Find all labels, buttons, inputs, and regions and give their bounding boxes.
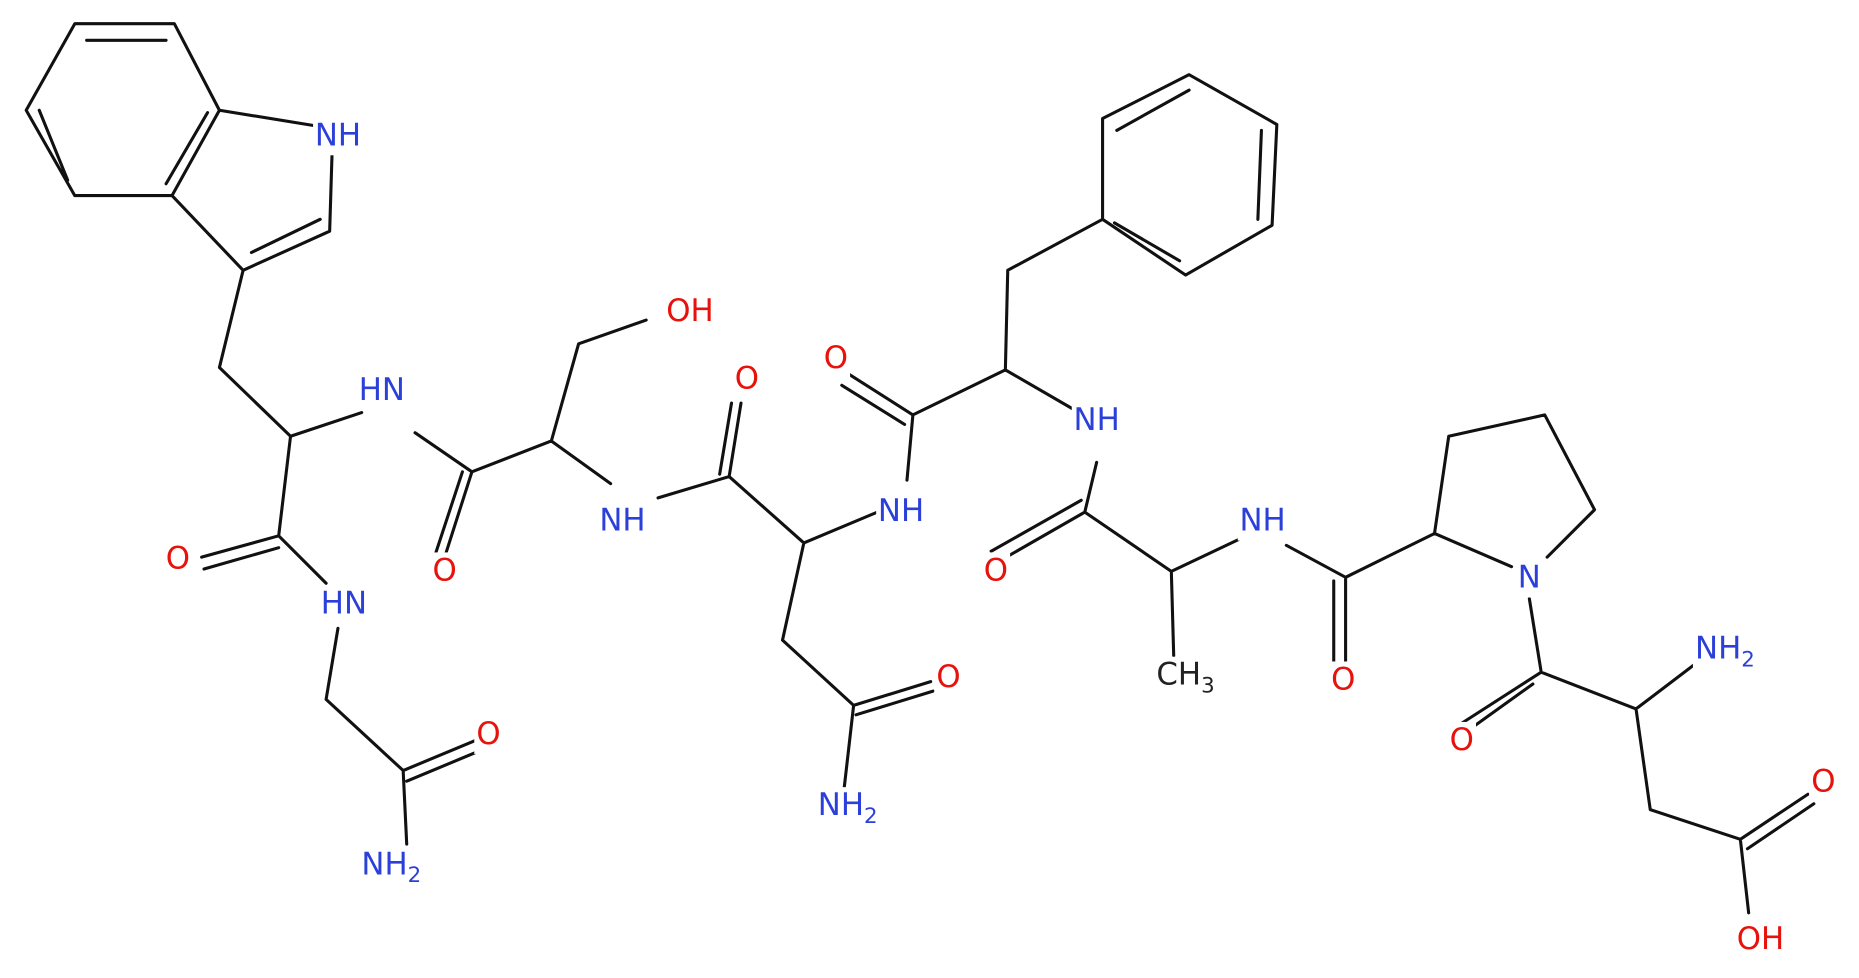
atom-label: NH <box>599 502 645 538</box>
label-background <box>430 552 459 591</box>
atom-label: O <box>936 659 960 695</box>
label-background <box>474 716 503 754</box>
label-background <box>163 540 193 579</box>
label-background <box>876 493 926 532</box>
atom-symbol: NH <box>599 502 645 538</box>
atom-symbol: O <box>1331 661 1355 697</box>
atom-symbol: O <box>984 552 1008 588</box>
label-background <box>359 846 424 885</box>
label-background <box>1071 401 1122 440</box>
atom-subscript: 3 <box>1201 673 1215 698</box>
atom-label: O <box>476 715 500 751</box>
label-background <box>934 659 963 698</box>
label-background <box>815 787 880 826</box>
atom-label: NH <box>1240 502 1286 538</box>
atom-label: HN <box>359 372 405 408</box>
atom-subscript: 2 <box>408 863 422 888</box>
atom-subscript: 2 <box>864 804 878 829</box>
label-background <box>821 340 851 379</box>
bonds <box>24 22 1816 915</box>
atom-symbol: NH <box>1695 630 1741 666</box>
label-background <box>981 552 1011 591</box>
atom-symbol: NH <box>315 117 361 153</box>
label-background <box>1153 656 1218 695</box>
atom-symbol: O <box>936 659 960 695</box>
atom-label: NH2 <box>1695 630 1755 672</box>
atom-label: NH2 <box>818 787 878 829</box>
label-background <box>1692 630 1757 669</box>
atom-symbol: NH <box>878 493 924 529</box>
label-background <box>732 360 762 399</box>
atom-symbol: NH <box>818 787 864 823</box>
label-background <box>313 117 363 156</box>
atom-symbol: NH <box>1240 502 1286 538</box>
atom-label: NH <box>878 493 924 529</box>
label-background <box>1735 921 1786 960</box>
atom-symbol: N <box>1518 559 1541 595</box>
atom-label: OH <box>1737 921 1784 957</box>
atom-symbol: O <box>1811 763 1835 799</box>
atom-symbol: O <box>824 340 848 376</box>
atom-symbol: O <box>1450 721 1474 757</box>
atom-label: O <box>984 552 1008 588</box>
atom-label: HN <box>321 585 367 621</box>
label-background <box>1328 661 1358 700</box>
atom-symbol: O <box>735 360 759 396</box>
atom-symbol: CH <box>1156 656 1201 692</box>
atom-label: O <box>433 552 457 588</box>
atom-label: NH <box>1074 401 1120 437</box>
atom-label: O <box>166 540 190 576</box>
atom-symbol: OH <box>666 292 713 328</box>
atom-subscript: 2 <box>1741 647 1755 672</box>
atom-symbol: O <box>476 715 500 751</box>
label-background <box>1237 502 1288 541</box>
atom-label: O <box>1331 661 1355 697</box>
atom-label: N <box>1518 559 1541 595</box>
label-background <box>356 372 407 411</box>
atom-label: CH3 <box>1156 656 1214 698</box>
atom-label: O <box>1450 721 1474 757</box>
atom-label: NH <box>315 117 361 153</box>
label-background <box>597 502 648 541</box>
atom-symbol: OH <box>1737 921 1784 957</box>
label-background <box>665 292 715 331</box>
atom-symbol: O <box>433 552 457 588</box>
atom-symbol: HN <box>321 585 367 621</box>
atom-symbol: NH <box>1074 401 1120 437</box>
atom-symbol: NH <box>361 846 407 882</box>
atom-symbol: O <box>166 540 190 576</box>
atom-label: O <box>824 340 848 376</box>
atom-symbol: HN <box>359 372 405 408</box>
atom-label: O <box>1811 763 1835 799</box>
label-background <box>1447 721 1476 760</box>
label-background <box>1515 559 1544 598</box>
label-background <box>318 585 369 624</box>
atom-label: O <box>735 360 759 396</box>
atom-label: OH <box>666 292 713 328</box>
label-background <box>1809 763 1838 802</box>
atom-label: NH2 <box>361 846 421 888</box>
